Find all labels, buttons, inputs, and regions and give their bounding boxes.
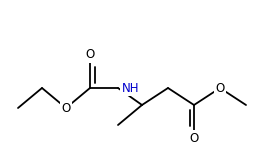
Text: O: O	[189, 131, 199, 144]
Text: O: O	[61, 102, 71, 115]
Text: O: O	[215, 82, 225, 95]
Text: O: O	[85, 49, 95, 62]
Text: NH: NH	[122, 82, 139, 95]
